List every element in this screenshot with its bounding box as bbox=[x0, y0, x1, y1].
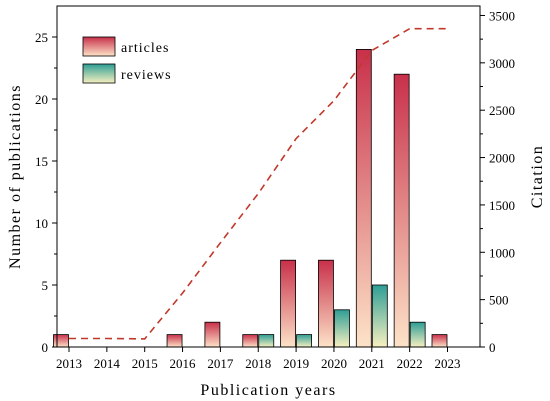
x-axis-ticks: 2013 2014 2015 2016 2017 2018 2019 2020 2021 2022… bbox=[56, 347, 461, 371]
y-axis-ticks: 0 5 10 15 20 25 bbox=[35, 30, 57, 355]
bar-articles-2017 bbox=[204, 321, 221, 348]
x-tick-label: 2021 bbox=[359, 356, 385, 371]
legend-label-articles: articles bbox=[121, 41, 169, 56]
y-tick-label: 20 bbox=[35, 92, 48, 107]
x-tick-label: 2013 bbox=[56, 356, 82, 371]
x-tick-label: 2018 bbox=[245, 356, 271, 371]
x-tick-label: 2020 bbox=[321, 356, 347, 371]
x-tick-label: 2014 bbox=[94, 356, 121, 371]
y2-tick-label: 1500 bbox=[489, 198, 515, 213]
bars-layer bbox=[53, 49, 448, 348]
plot-frame bbox=[56, 5, 481, 348]
y2-axis-ticks: 0 500 1000 1500 2000 2500 3000 3500 bbox=[480, 8, 515, 355]
y2-tick-label: 3500 bbox=[489, 8, 515, 23]
y2-tick-label: 2000 bbox=[489, 151, 515, 166]
citation-line bbox=[69, 27, 448, 340]
bar-articles-2021 bbox=[355, 49, 372, 348]
bar-articles-2018 bbox=[242, 334, 259, 348]
x-tick-label: 2016 bbox=[170, 356, 197, 371]
bar-reviews-2019 bbox=[296, 334, 313, 348]
bar-articles-2016 bbox=[166, 334, 183, 348]
y2-tick-label: 0 bbox=[489, 340, 496, 355]
bar-reviews-2018 bbox=[258, 334, 275, 348]
x-tick-label: 2023 bbox=[435, 356, 461, 371]
x-axis-label: Publication years bbox=[200, 382, 336, 399]
bar-articles-2022 bbox=[393, 73, 410, 348]
y2-tick-label: 1000 bbox=[489, 245, 515, 260]
x-tick-label: 2017 bbox=[207, 356, 234, 371]
y-tick-label: 0 bbox=[42, 340, 49, 355]
y-tick-label: 15 bbox=[35, 154, 48, 169]
x-tick-label: 2015 bbox=[132, 356, 158, 371]
x-tick-label: 2022 bbox=[397, 356, 423, 371]
y-tick-label: 10 bbox=[35, 216, 48, 231]
y-axis-label: Number of publications bbox=[7, 84, 24, 269]
legend-swatch-articles bbox=[82, 36, 116, 57]
legend-swatch-reviews bbox=[82, 63, 116, 84]
y2-axis-label: Citation bbox=[529, 145, 546, 209]
bar-reviews-2020 bbox=[334, 309, 350, 348]
y2-tick-label: 3000 bbox=[489, 56, 515, 71]
bar-articles-2023 bbox=[431, 334, 448, 348]
bar-articles-2020 bbox=[318, 259, 334, 348]
bar-reviews-2022 bbox=[409, 321, 426, 348]
citation-line-layer bbox=[69, 27, 448, 340]
legend: articles reviews bbox=[82, 36, 172, 84]
y-tick-label: 5 bbox=[42, 278, 49, 293]
legend-label-reviews: reviews bbox=[121, 68, 172, 83]
y2-tick-label: 2500 bbox=[489, 103, 515, 118]
bar-articles-2019 bbox=[280, 259, 297, 348]
y-tick-label: 25 bbox=[35, 30, 48, 45]
y2-tick-label: 500 bbox=[489, 293, 509, 308]
bar-articles-2013 bbox=[53, 334, 69, 348]
bar-reviews-2021 bbox=[371, 284, 388, 348]
x-tick-label: 2019 bbox=[283, 356, 309, 371]
